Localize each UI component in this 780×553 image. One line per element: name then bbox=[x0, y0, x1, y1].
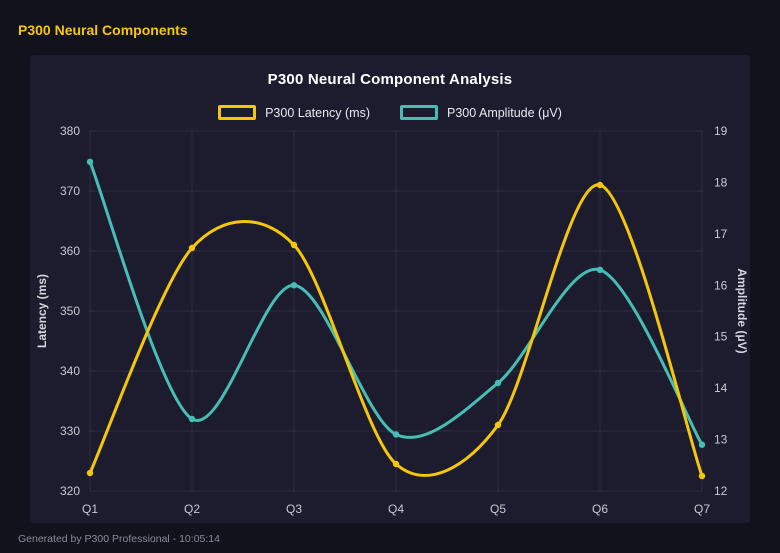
chart-title: P300 Neural Component Analysis bbox=[267, 71, 513, 88]
data-point bbox=[596, 266, 604, 274]
left-axis-tick: 320 bbox=[60, 484, 80, 498]
footer-text: Generated by P300 Professional - 10:05:1… bbox=[18, 533, 220, 545]
chart-legend: P300 Latency (ms) P300 Amplitude (μV) bbox=[30, 105, 750, 120]
legend-item-amplitude[interactable]: P300 Amplitude (μV) bbox=[400, 105, 562, 120]
right-axis-tick: 14 bbox=[714, 381, 728, 395]
x-axis-label: Q7 bbox=[694, 502, 710, 516]
left-axis-title: Latency (ms) bbox=[35, 274, 49, 348]
right-axis-tick: 16 bbox=[714, 278, 728, 292]
right-axis-tick: 12 bbox=[714, 484, 728, 498]
left-axis-tick: 330 bbox=[60, 424, 80, 438]
x-axis-label: Q1 bbox=[82, 502, 98, 516]
data-point bbox=[188, 244, 196, 252]
data-point bbox=[596, 181, 604, 189]
left-axis-tick: 350 bbox=[60, 304, 80, 318]
right-axis-tick: 15 bbox=[714, 330, 728, 344]
page-title: P300 Neural Components bbox=[18, 22, 188, 38]
right-axis-tick: 19 bbox=[714, 124, 728, 138]
chart-panel: P300 Neural Component Analysis P300 Late… bbox=[30, 55, 750, 523]
x-axis-label: Q5 bbox=[490, 502, 506, 516]
data-point bbox=[290, 241, 298, 249]
legend-item-latency[interactable]: P300 Latency (ms) bbox=[218, 105, 370, 120]
left-axis-tick: 360 bbox=[60, 244, 80, 258]
latency-swatch-icon bbox=[218, 105, 257, 120]
right-axis-tick: 17 bbox=[714, 227, 728, 241]
data-point bbox=[698, 441, 706, 448]
data-point bbox=[188, 415, 196, 423]
left-axis-tick: 340 bbox=[60, 364, 80, 378]
data-point bbox=[86, 158, 94, 166]
data-point bbox=[392, 460, 400, 468]
right-axis-tick: 13 bbox=[714, 433, 728, 447]
right-axis-tick: 18 bbox=[714, 175, 728, 189]
data-point bbox=[392, 431, 400, 438]
data-point bbox=[494, 421, 502, 429]
left-axis-tick: 370 bbox=[60, 184, 80, 198]
x-axis-label: Q4 bbox=[388, 502, 404, 516]
left-axis-tick: 380 bbox=[60, 124, 80, 138]
right-axis-title: Amplitude (μV) bbox=[735, 268, 749, 353]
amplitude-swatch-icon bbox=[400, 105, 438, 120]
x-axis-label: Q6 bbox=[592, 502, 608, 516]
data-point bbox=[698, 472, 706, 480]
data-point bbox=[290, 282, 298, 289]
x-axis-label: Q2 bbox=[184, 502, 200, 516]
legend-label-amplitude: P300 Amplitude (μV) bbox=[447, 105, 562, 120]
legend-label-latency: P300 Latency (ms) bbox=[265, 105, 370, 120]
data-point bbox=[86, 469, 94, 477]
x-axis-label: Q3 bbox=[286, 502, 302, 516]
data-point bbox=[494, 379, 502, 387]
line-chart: 320 330 340 350 360 370 380 12 13 14 15 16 17 18 19 Q1 Q… bbox=[35, 124, 749, 516]
